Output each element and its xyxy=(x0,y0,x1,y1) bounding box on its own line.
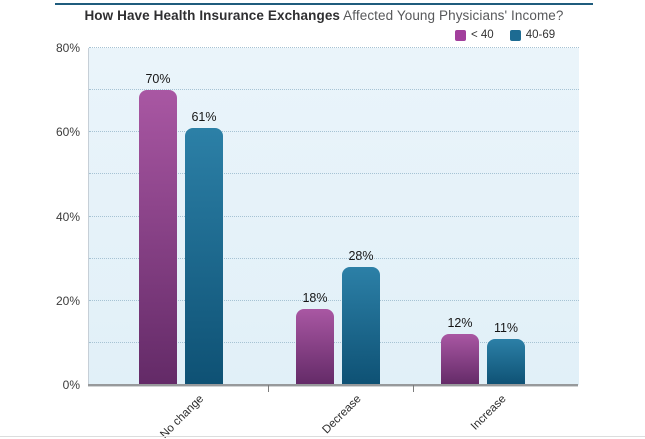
legend-item-40-69: 40-69 xyxy=(509,29,556,41)
legend: < 40 40-69 xyxy=(455,29,555,41)
chart-title-rest: Affected Young Physicians' Income? xyxy=(340,8,564,23)
gridline-60 xyxy=(89,131,579,133)
gridline-20 xyxy=(89,299,579,301)
bar-value-label-under-40-no-change: 70% xyxy=(145,72,171,87)
chart-title: How Have Health Insurance Exchanges Affe… xyxy=(45,8,603,23)
x-axis-baseline xyxy=(88,384,578,386)
legend-label-40-69: 40-69 xyxy=(525,29,556,41)
gridline-70 xyxy=(89,89,579,91)
bar-40-69-decrease xyxy=(342,267,380,385)
gridline-50 xyxy=(89,173,579,175)
plot-area: 70% 18% 12% 61% 28% 11% xyxy=(88,47,579,385)
bar-value-label-40-69-increase: 11% xyxy=(493,320,519,335)
gridline-10 xyxy=(89,341,579,343)
bar-under-40-decrease xyxy=(296,309,334,385)
category-label-increase: Increase xyxy=(468,393,509,433)
legend-swatch-40-69-icon xyxy=(509,29,521,41)
bar-40-69-no-change xyxy=(185,128,223,385)
category-label-decrease: Decrease xyxy=(320,393,364,437)
y-tick-label-60: 60% xyxy=(55,125,80,140)
legend-swatch-under-40-icon xyxy=(455,29,466,41)
category-label-no-change: No change xyxy=(158,393,207,439)
bar-value-label-under-40-decrease: 18% xyxy=(302,291,328,306)
gridline-30 xyxy=(89,257,579,259)
gridline-80 xyxy=(89,47,579,48)
x-axis-baseline-shadow xyxy=(88,386,578,387)
title-rule xyxy=(55,3,593,5)
y-tick-label-40: 40% xyxy=(55,209,80,224)
legend-label-under-40: < 40 xyxy=(471,29,494,41)
gridline-40 xyxy=(89,215,579,217)
x-axis-tick-2 xyxy=(413,385,414,392)
chart-bottom-border xyxy=(0,436,645,437)
chart-title-bold: How Have Health Insurance Exchanges xyxy=(84,8,341,23)
x-axis-tick-1 xyxy=(268,385,269,392)
y-tick-label-80: 80% xyxy=(55,41,80,55)
legend-item-under-40: < 40 xyxy=(455,29,494,41)
bar-40-69-increase xyxy=(487,338,525,385)
bar-value-label-40-69-decrease: 28% xyxy=(348,249,374,264)
bar-under-40-no-change xyxy=(139,90,177,385)
bar-under-40-increase xyxy=(441,334,479,385)
y-tick-label-20: 20% xyxy=(55,293,80,308)
bar-value-label-under-40-increase: 12% xyxy=(447,316,473,331)
y-tick-label-0: 0% xyxy=(62,378,80,392)
bar-value-label-40-69-no-change: 61% xyxy=(191,110,217,125)
